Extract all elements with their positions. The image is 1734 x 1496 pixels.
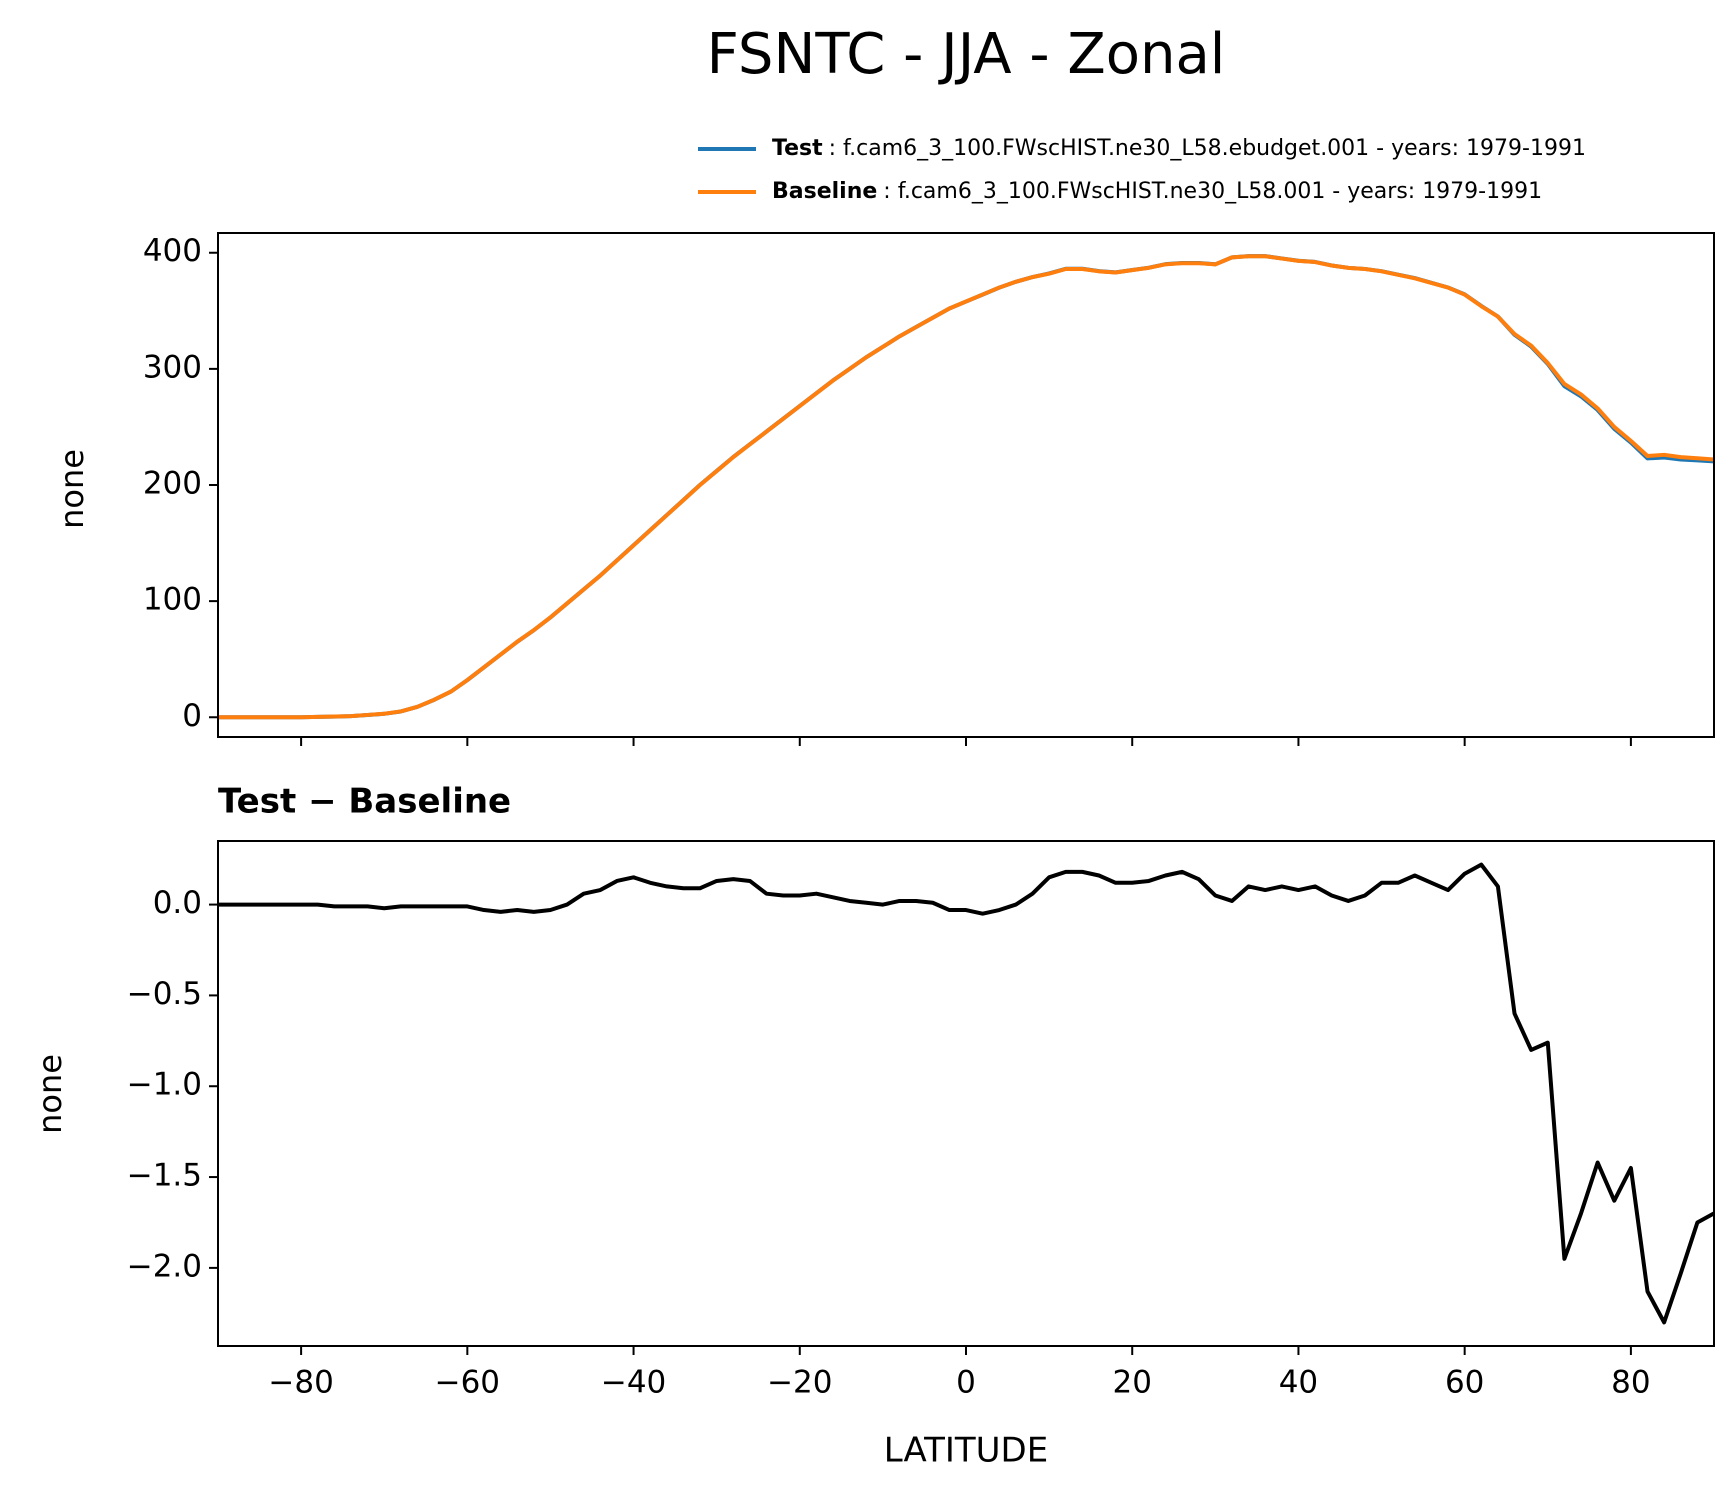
x-tick-label: −80 [268,1365,333,1401]
y-tick-label: −1.5 [127,1158,202,1194]
y-tick-label: 0.0 [153,885,202,921]
x-tick-label: −20 [767,1365,832,1401]
x-axis-label: LATITUDE [884,1431,1048,1471]
legend-entry: Test: f.cam6_3_100.FWscHIST.ne30_L58.ebu… [772,136,1586,161]
y-tick-label: 100 [143,582,202,618]
x-tick-label: 60 [1445,1365,1484,1401]
subplot-title: Test − Baseline [218,782,511,822]
y-axis-label: none [53,449,91,529]
y-tick-label: −2.0 [127,1248,202,1284]
y-tick-label: 300 [143,349,202,385]
data-line [218,254,1714,720]
x-tick-label: 80 [1611,1365,1650,1401]
x-tick-label: 0 [956,1365,976,1401]
legend-entry: Baseline: f.cam6_3_100.FWscHIST.ne30_L58… [772,179,1542,204]
legend-name: Test [772,136,823,161]
y-tick-label: −1.0 [127,1067,202,1103]
y-tick-label: 400 [143,233,202,269]
y-axis-label: none [31,1054,69,1134]
legend-description: : f.cam6_3_100.FWscHIST.ne30_L58.ebudget… [829,136,1586,161]
x-tick-label: −60 [435,1365,500,1401]
x-tick-label: 40 [1279,1365,1318,1401]
data-line [218,862,1714,1325]
x-tick-label: 20 [1112,1365,1151,1401]
y-tick-label: 0 [182,698,202,734]
legend-description: : f.cam6_3_100.FWscHIST.ne30_L58.001 - y… [883,179,1542,204]
chart-title: FSNTC - JJA - Zonal [707,22,1226,87]
legend-name: Baseline [772,179,877,204]
y-tick-label: 200 [143,466,202,502]
y-tick-label: −0.5 [127,976,202,1012]
x-tick-label: −40 [601,1365,666,1401]
